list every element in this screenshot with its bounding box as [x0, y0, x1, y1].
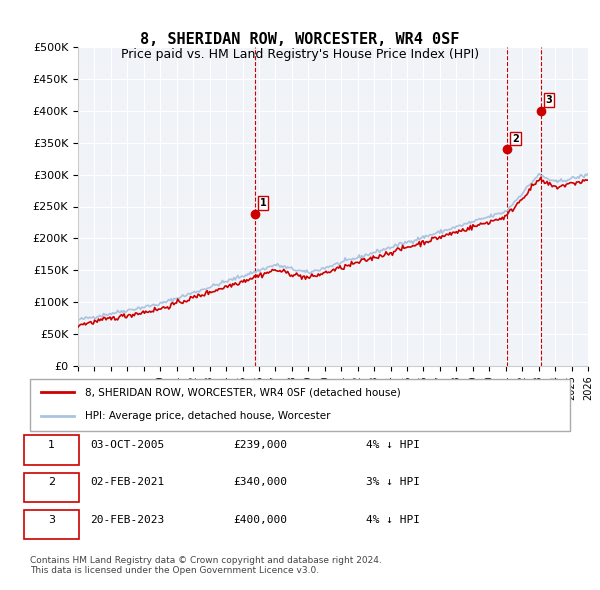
Text: 02-FEB-2021: 02-FEB-2021 — [90, 477, 164, 487]
Text: 8, SHERIDAN ROW, WORCESTER, WR4 0SF (detached house): 8, SHERIDAN ROW, WORCESTER, WR4 0SF (det… — [85, 388, 400, 398]
Text: 03-OCT-2005: 03-OCT-2005 — [90, 440, 164, 450]
Text: 3% ↓ HPI: 3% ↓ HPI — [366, 477, 420, 487]
Text: HPI: Average price, detached house, Worcester: HPI: Average price, detached house, Worc… — [85, 411, 330, 421]
Text: 3: 3 — [48, 514, 55, 525]
Text: 2: 2 — [512, 133, 519, 143]
Text: £340,000: £340,000 — [234, 477, 288, 487]
Text: 1: 1 — [48, 440, 55, 450]
FancyBboxPatch shape — [24, 435, 79, 465]
Text: 4% ↓ HPI: 4% ↓ HPI — [366, 440, 420, 450]
Text: 8, SHERIDAN ROW, WORCESTER, WR4 0SF: 8, SHERIDAN ROW, WORCESTER, WR4 0SF — [140, 32, 460, 47]
Text: 20-FEB-2023: 20-FEB-2023 — [90, 514, 164, 525]
Text: £239,000: £239,000 — [234, 440, 288, 450]
Text: 4% ↓ HPI: 4% ↓ HPI — [366, 514, 420, 525]
FancyBboxPatch shape — [24, 473, 79, 502]
Text: 3: 3 — [545, 95, 553, 105]
FancyBboxPatch shape — [29, 379, 571, 431]
Text: Price paid vs. HM Land Registry's House Price Index (HPI): Price paid vs. HM Land Registry's House … — [121, 48, 479, 61]
Text: 1: 1 — [260, 198, 266, 208]
Text: 2: 2 — [48, 477, 55, 487]
Text: £400,000: £400,000 — [234, 514, 288, 525]
Text: Contains HM Land Registry data © Crown copyright and database right 2024.
This d: Contains HM Land Registry data © Crown c… — [30, 556, 382, 575]
FancyBboxPatch shape — [24, 510, 79, 539]
